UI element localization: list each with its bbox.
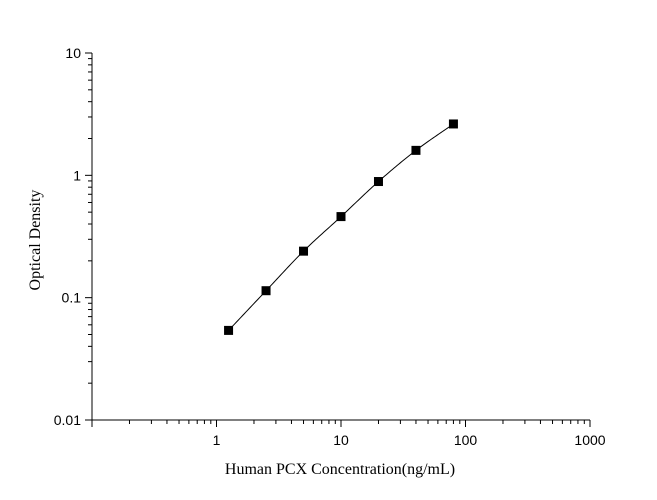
- y-tick-label: 1: [73, 167, 81, 183]
- x-axis-title: Human PCX Concentration(ng/mL): [225, 461, 455, 478]
- data-point: [224, 325, 234, 335]
- y-tick-label: 0.01: [54, 412, 81, 428]
- fit-curve-layer: [228, 123, 454, 331]
- data-point: [448, 119, 458, 129]
- y-tick-label: 10: [65, 45, 81, 61]
- data-point: [373, 177, 383, 187]
- data-point: [261, 286, 271, 296]
- y-axis-title: Optical Density: [27, 190, 44, 291]
- x-tick-label: 10: [333, 432, 349, 448]
- data-point: [299, 246, 309, 256]
- data-points: [224, 119, 458, 335]
- y-tick-label: 0.1: [62, 290, 82, 306]
- axes: [91, 53, 590, 421]
- x-tick-label: 1: [213, 432, 221, 448]
- fit-curve: [228, 123, 454, 331]
- data-point: [411, 145, 421, 155]
- ticks: [85, 52, 591, 427]
- data-point: [336, 212, 346, 222]
- x-tick-label: 1000: [574, 432, 605, 448]
- tick-labels: 1 10 100 1000 0.01 0.1 1 10: [54, 45, 606, 448]
- x-tick-label: 100: [454, 432, 478, 448]
